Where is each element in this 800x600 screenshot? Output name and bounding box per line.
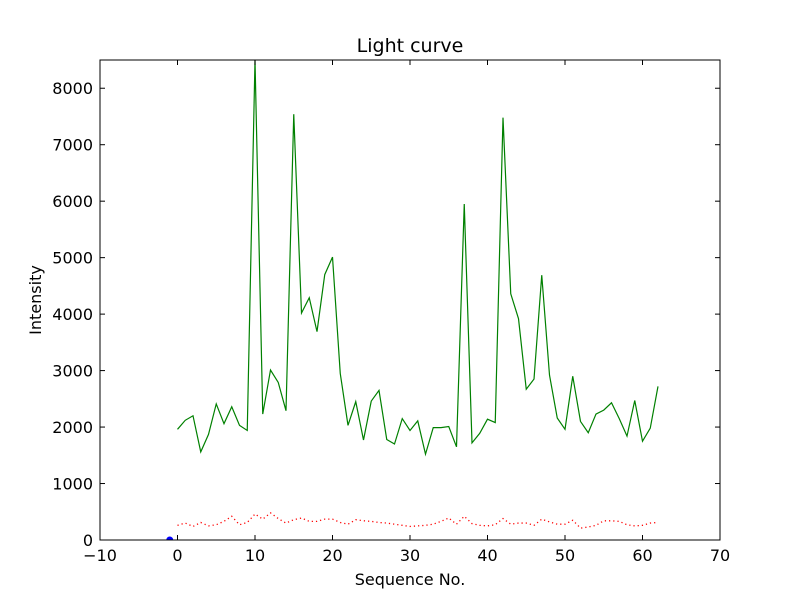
- y-tick-label: 8000: [52, 79, 93, 98]
- y-tick-label: 4000: [52, 305, 93, 324]
- plot-frame: [99, 59, 721, 541]
- plot-area: [166, 60, 659, 540]
- y-tick-label: 5000: [52, 249, 93, 268]
- x-tick-label: 20: [322, 546, 342, 565]
- y-axis-title: Intensity: [26, 265, 45, 335]
- x-tick-label: 0: [172, 546, 182, 565]
- x-tick-label: 10: [245, 546, 265, 565]
- series-2-marker: [166, 536, 174, 540]
- y-tick-label: 6000: [52, 192, 93, 211]
- x-tick-label: 50: [555, 546, 575, 565]
- y-tick-label: 2000: [52, 418, 93, 437]
- x-tick-label: 60: [632, 546, 652, 565]
- chart-title: Light curve: [357, 35, 464, 57]
- x-tick-label: 70: [710, 546, 730, 565]
- x-axis-title: Sequence No.: [355, 570, 466, 589]
- series-1-line: [177, 512, 659, 529]
- x-tick-label: 30: [400, 546, 420, 565]
- x-tick-label: −10: [83, 546, 117, 565]
- series-0-line: [177, 60, 659, 457]
- x-tick-label: 40: [477, 546, 497, 565]
- series-group: [166, 60, 659, 540]
- y-tick-label: 1000: [52, 475, 93, 494]
- y-tick-label: 7000: [52, 136, 93, 155]
- y-tick-label: 0: [83, 531, 93, 550]
- y-tick-label: 3000: [52, 362, 93, 381]
- axis-ticks: −10 0 10 20 30 40 50 60 700100020003000400050006…: [52, 60, 730, 565]
